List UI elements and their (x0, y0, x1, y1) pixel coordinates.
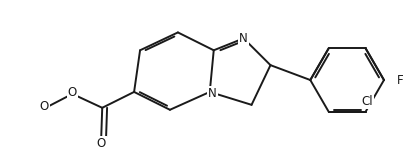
Text: O: O (96, 137, 106, 150)
Text: O: O (40, 100, 49, 113)
Text: Cl: Cl (361, 95, 373, 108)
Text: N: N (208, 87, 217, 100)
Text: O: O (68, 86, 77, 99)
Text: F: F (396, 74, 403, 87)
Text: N: N (239, 32, 247, 45)
